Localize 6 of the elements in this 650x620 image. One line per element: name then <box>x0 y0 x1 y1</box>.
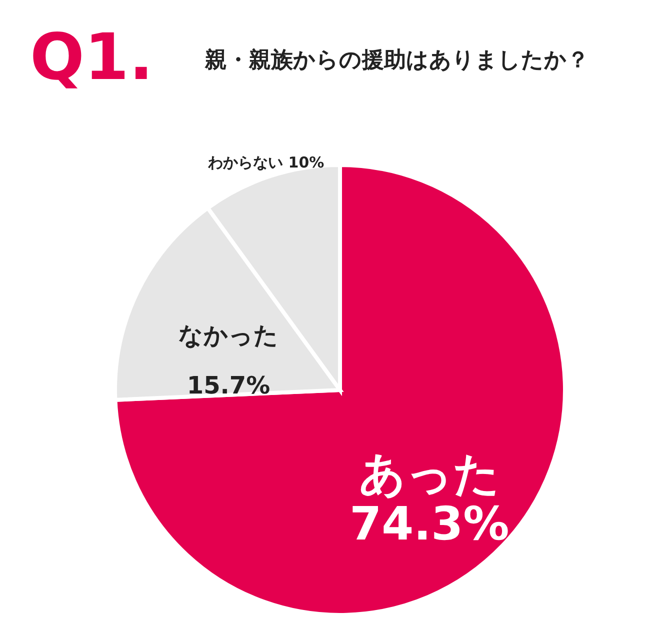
slice-label: わからない 10% <box>207 154 324 172</box>
data-label: 15.7% <box>186 371 270 400</box>
slice-label: あった <box>358 446 500 501</box>
slice-label: なかった <box>178 321 279 350</box>
chart-subtitle: 親・親族からの援助はありましたか？ <box>204 48 589 73</box>
chart-title: Q1. <box>30 21 154 95</box>
